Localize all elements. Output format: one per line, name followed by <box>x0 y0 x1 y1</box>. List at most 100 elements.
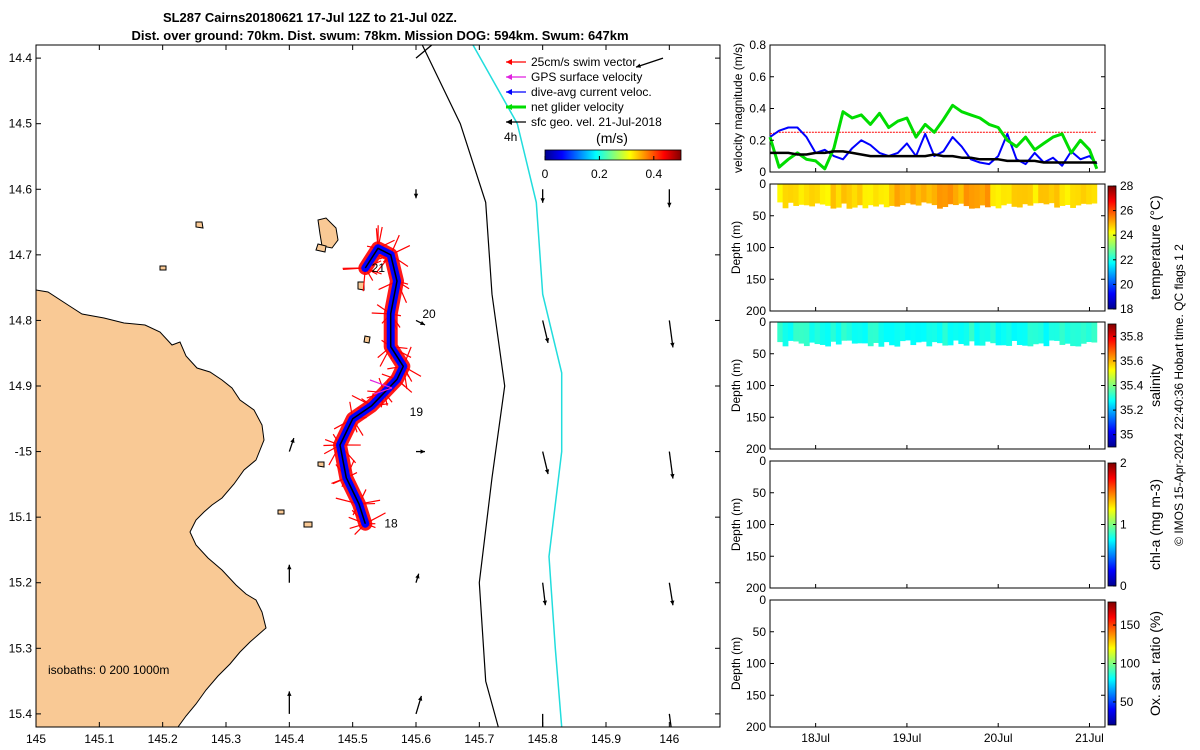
section-ylabel: Depth (m) <box>729 359 743 412</box>
section-cell <box>793 322 800 342</box>
legend-label: sfc geo. vel. 21-Jul-2018 <box>531 115 662 129</box>
section-cell <box>1086 184 1092 205</box>
time-axis-label: 19Jul <box>893 731 922 745</box>
geo-velocity-arrowhead <box>636 63 641 68</box>
section-colorbar-label: 150 <box>1120 618 1140 632</box>
section-colorbar-label: 28 <box>1120 179 1134 193</box>
colorbar-tick-label: 0.2 <box>591 167 608 181</box>
y-tick-label: 14.9 <box>9 379 33 393</box>
section-y-tick-label: 200 <box>746 442 766 456</box>
section-cell <box>1032 184 1039 204</box>
legend-arrowhead <box>506 89 512 95</box>
section-cell <box>1000 184 1007 206</box>
section-cell <box>1075 322 1082 347</box>
island <box>315 243 327 253</box>
geo-velocity-arrowhead <box>544 469 550 475</box>
section-cell <box>889 322 895 346</box>
section-colorbar <box>1107 185 1117 310</box>
section-y-tick-label: 150 <box>746 549 766 563</box>
section-cell <box>841 322 847 341</box>
section-cell <box>777 184 784 203</box>
depth-section-panel: 0 50 100 150 200 Depth (m) 50 100 150 Ox. sat. ra… <box>729 593 1163 734</box>
section-cell <box>915 184 922 206</box>
island <box>195 221 204 229</box>
section-cell <box>1016 322 1023 346</box>
section-colorbar-label: 18 <box>1120 302 1134 316</box>
geo-velocity-arrowhead <box>287 564 292 570</box>
legend-arrowhead <box>506 119 512 125</box>
y-tick-label: 15.1 <box>9 510 33 524</box>
island <box>303 521 313 528</box>
geo-velocity-arrow <box>415 45 433 59</box>
section-cell <box>1038 184 1044 204</box>
section-cell <box>1086 322 1092 343</box>
x-tick-label: 145.5 <box>338 732 368 746</box>
legend-label: net glider velocity <box>531 100 624 114</box>
section-cell <box>777 322 784 343</box>
section-cell <box>835 322 842 345</box>
section-cell <box>814 322 821 345</box>
section-cell <box>1043 184 1050 205</box>
section-cell <box>883 322 890 343</box>
section-cell <box>851 322 858 344</box>
section-cell <box>1048 184 1055 204</box>
velocity-y-tick-label: 0 <box>759 165 766 179</box>
section-y-tick-label: 50 <box>753 347 767 361</box>
geo-velocity-arrowhead <box>287 691 292 696</box>
section-cell <box>851 184 858 208</box>
section-cell <box>953 322 959 341</box>
island <box>159 265 167 271</box>
section-y-tick-label: 0 <box>759 593 766 607</box>
section-colorbar-label: 35.6 <box>1120 354 1144 368</box>
velocity-series-line <box>770 150 1097 164</box>
section-cell <box>846 184 853 209</box>
legend-arrowhead <box>506 59 512 65</box>
x-tick-label: 145.6 <box>401 732 431 746</box>
section-y-tick-label: 200 <box>746 304 766 318</box>
island <box>277 509 285 515</box>
section-y-tick-label: 50 <box>753 625 767 639</box>
section-cell <box>803 322 810 347</box>
section-colorbar-label: 24 <box>1120 228 1134 242</box>
section-cell <box>1038 322 1044 344</box>
section-cell <box>937 322 943 344</box>
section-background <box>770 461 1105 588</box>
section-y-tick-label: 150 <box>746 688 766 702</box>
section-cell <box>942 184 949 208</box>
section-cell <box>937 184 943 209</box>
section-cell <box>905 322 911 341</box>
section-cell <box>947 184 954 205</box>
section-cell <box>1011 322 1018 341</box>
section-y-tick-label: 150 <box>746 410 766 424</box>
section-cell <box>1070 322 1076 347</box>
island <box>363 335 371 344</box>
geo-velocity-arrowhead <box>540 198 545 203</box>
section-ylabel: Depth (m) <box>729 498 743 551</box>
section-cell <box>873 322 879 343</box>
legend-time-scale: 4h <box>504 130 517 144</box>
section-cell <box>1016 184 1023 208</box>
section-cell <box>984 184 991 208</box>
section-cell <box>846 322 853 341</box>
section-y-tick-label: 200 <box>746 581 766 595</box>
section-colorbar-label: 35.8 <box>1120 329 1144 343</box>
gps-velocity-arrow <box>369 379 393 389</box>
section-cell <box>857 184 863 206</box>
section-colorbar-label: 50 <box>1120 695 1134 709</box>
section-cell <box>873 184 879 207</box>
section-cell <box>793 184 800 206</box>
x-tick-label: 145.7 <box>464 732 494 746</box>
section-cell <box>958 184 965 204</box>
section-colorbar-label: 35 <box>1120 428 1134 442</box>
chart-title-line2: Dist. over ground: 70km. Dist. swum: 78k… <box>131 28 628 43</box>
time-axis-label: 20Jul <box>984 731 1013 745</box>
section-colorbar-label: 2 <box>1120 456 1127 470</box>
y-tick-label: 14.5 <box>9 117 33 131</box>
section-cell <box>1027 184 1034 206</box>
section-cell <box>979 184 986 206</box>
section-y-tick-label: 0 <box>759 177 766 191</box>
section-cell <box>953 184 959 206</box>
section-y-tick-label: 200 <box>746 720 766 734</box>
